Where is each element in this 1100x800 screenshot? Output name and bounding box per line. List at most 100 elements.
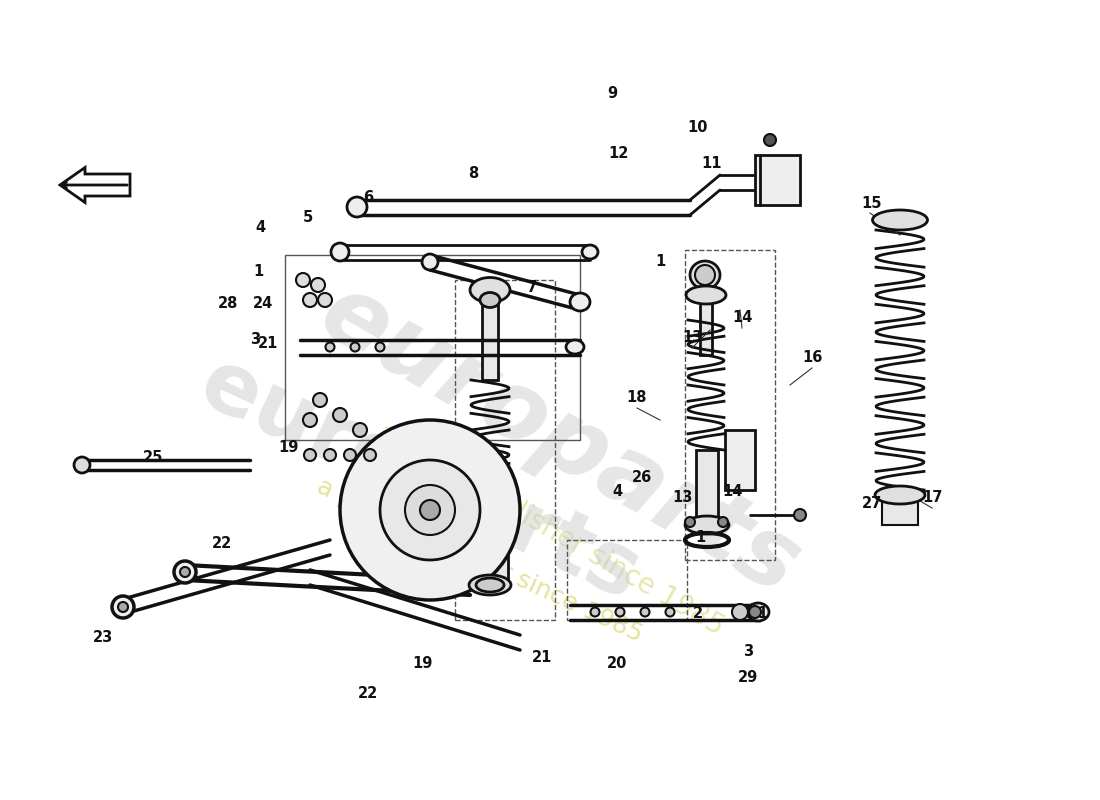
Text: europarts: europarts bbox=[304, 266, 816, 614]
Text: 18: 18 bbox=[627, 390, 647, 406]
Text: 3: 3 bbox=[250, 333, 260, 347]
Text: 13: 13 bbox=[672, 490, 692, 506]
Text: 16: 16 bbox=[802, 350, 822, 366]
Text: a parts publisher since 1985: a parts publisher since 1985 bbox=[314, 474, 647, 646]
Ellipse shape bbox=[180, 567, 190, 577]
Ellipse shape bbox=[747, 603, 769, 621]
Circle shape bbox=[333, 408, 346, 422]
Text: europarts: europarts bbox=[187, 342, 653, 618]
Bar bbox=[700, 295, 712, 355]
Circle shape bbox=[794, 509, 806, 521]
Ellipse shape bbox=[346, 197, 367, 217]
Ellipse shape bbox=[570, 293, 590, 311]
Text: 19: 19 bbox=[411, 655, 432, 670]
Text: 23: 23 bbox=[92, 630, 113, 646]
Text: 17: 17 bbox=[922, 490, 943, 506]
Ellipse shape bbox=[685, 516, 729, 534]
Text: 26: 26 bbox=[631, 470, 652, 486]
Text: a parts publisher since 1985: a parts publisher since 1985 bbox=[372, 419, 728, 641]
Text: 4: 4 bbox=[612, 485, 623, 499]
Bar bbox=[882, 495, 918, 525]
Text: 12: 12 bbox=[608, 146, 628, 161]
Text: 8: 8 bbox=[468, 166, 478, 181]
Ellipse shape bbox=[326, 342, 334, 351]
Circle shape bbox=[379, 460, 480, 560]
Bar bbox=[725, 430, 755, 490]
Circle shape bbox=[314, 393, 327, 407]
Text: 6: 6 bbox=[363, 190, 373, 206]
Circle shape bbox=[296, 273, 310, 287]
Ellipse shape bbox=[118, 602, 128, 612]
Circle shape bbox=[695, 265, 715, 285]
Text: 11: 11 bbox=[702, 155, 723, 170]
FancyArrow shape bbox=[60, 167, 130, 202]
Text: 2: 2 bbox=[693, 606, 703, 621]
Ellipse shape bbox=[422, 254, 438, 270]
Ellipse shape bbox=[582, 245, 598, 259]
Ellipse shape bbox=[591, 607, 600, 617]
Circle shape bbox=[685, 517, 695, 527]
Circle shape bbox=[420, 500, 440, 520]
Text: 19: 19 bbox=[278, 441, 298, 455]
Ellipse shape bbox=[476, 578, 504, 592]
Circle shape bbox=[302, 413, 317, 427]
Text: 9: 9 bbox=[607, 86, 617, 101]
Text: 14: 14 bbox=[732, 310, 752, 326]
Text: 7: 7 bbox=[527, 281, 537, 295]
Bar bbox=[696, 450, 718, 520]
Circle shape bbox=[304, 449, 316, 461]
Circle shape bbox=[405, 485, 455, 535]
Circle shape bbox=[732, 604, 748, 620]
Circle shape bbox=[340, 420, 520, 600]
Text: 1: 1 bbox=[695, 530, 705, 546]
Text: 4: 4 bbox=[255, 221, 265, 235]
Text: 14: 14 bbox=[722, 485, 742, 499]
Ellipse shape bbox=[872, 210, 927, 230]
Ellipse shape bbox=[616, 607, 625, 617]
Text: 25: 25 bbox=[143, 450, 163, 466]
Ellipse shape bbox=[640, 607, 649, 617]
Text: 15: 15 bbox=[861, 195, 882, 210]
Text: 22: 22 bbox=[358, 686, 378, 701]
Text: 20: 20 bbox=[607, 655, 627, 670]
Circle shape bbox=[344, 449, 356, 461]
Circle shape bbox=[749, 606, 761, 618]
Text: 22: 22 bbox=[212, 535, 232, 550]
Bar bbox=[455, 280, 556, 620]
Bar bbox=[685, 250, 775, 560]
Bar bbox=[285, 255, 580, 440]
Text: 21: 21 bbox=[531, 650, 552, 666]
Bar bbox=[566, 540, 688, 620]
Ellipse shape bbox=[351, 342, 360, 351]
Circle shape bbox=[324, 449, 336, 461]
Circle shape bbox=[311, 278, 324, 292]
Text: 1: 1 bbox=[253, 265, 263, 279]
Text: 3: 3 bbox=[742, 645, 754, 659]
Text: 29: 29 bbox=[738, 670, 758, 686]
Text: 13: 13 bbox=[682, 330, 702, 346]
Ellipse shape bbox=[666, 607, 674, 617]
Text: 5: 5 bbox=[302, 210, 313, 226]
Circle shape bbox=[74, 457, 90, 473]
Text: 28: 28 bbox=[218, 295, 239, 310]
Bar bbox=[472, 530, 508, 580]
Text: 1: 1 bbox=[654, 254, 666, 270]
Circle shape bbox=[302, 293, 317, 307]
Circle shape bbox=[318, 293, 332, 307]
Ellipse shape bbox=[470, 278, 510, 302]
Ellipse shape bbox=[331, 243, 349, 261]
Bar bbox=[482, 300, 498, 380]
Circle shape bbox=[364, 449, 376, 461]
Ellipse shape bbox=[874, 486, 925, 504]
Circle shape bbox=[718, 517, 728, 527]
Circle shape bbox=[353, 423, 367, 437]
Ellipse shape bbox=[469, 575, 512, 595]
Text: 24: 24 bbox=[253, 295, 273, 310]
Text: 27: 27 bbox=[862, 495, 882, 510]
Ellipse shape bbox=[480, 293, 501, 307]
Ellipse shape bbox=[690, 261, 721, 289]
Bar bbox=[755, 155, 800, 205]
Text: 1: 1 bbox=[757, 606, 767, 621]
Text: 21: 21 bbox=[257, 335, 278, 350]
Ellipse shape bbox=[686, 286, 726, 304]
